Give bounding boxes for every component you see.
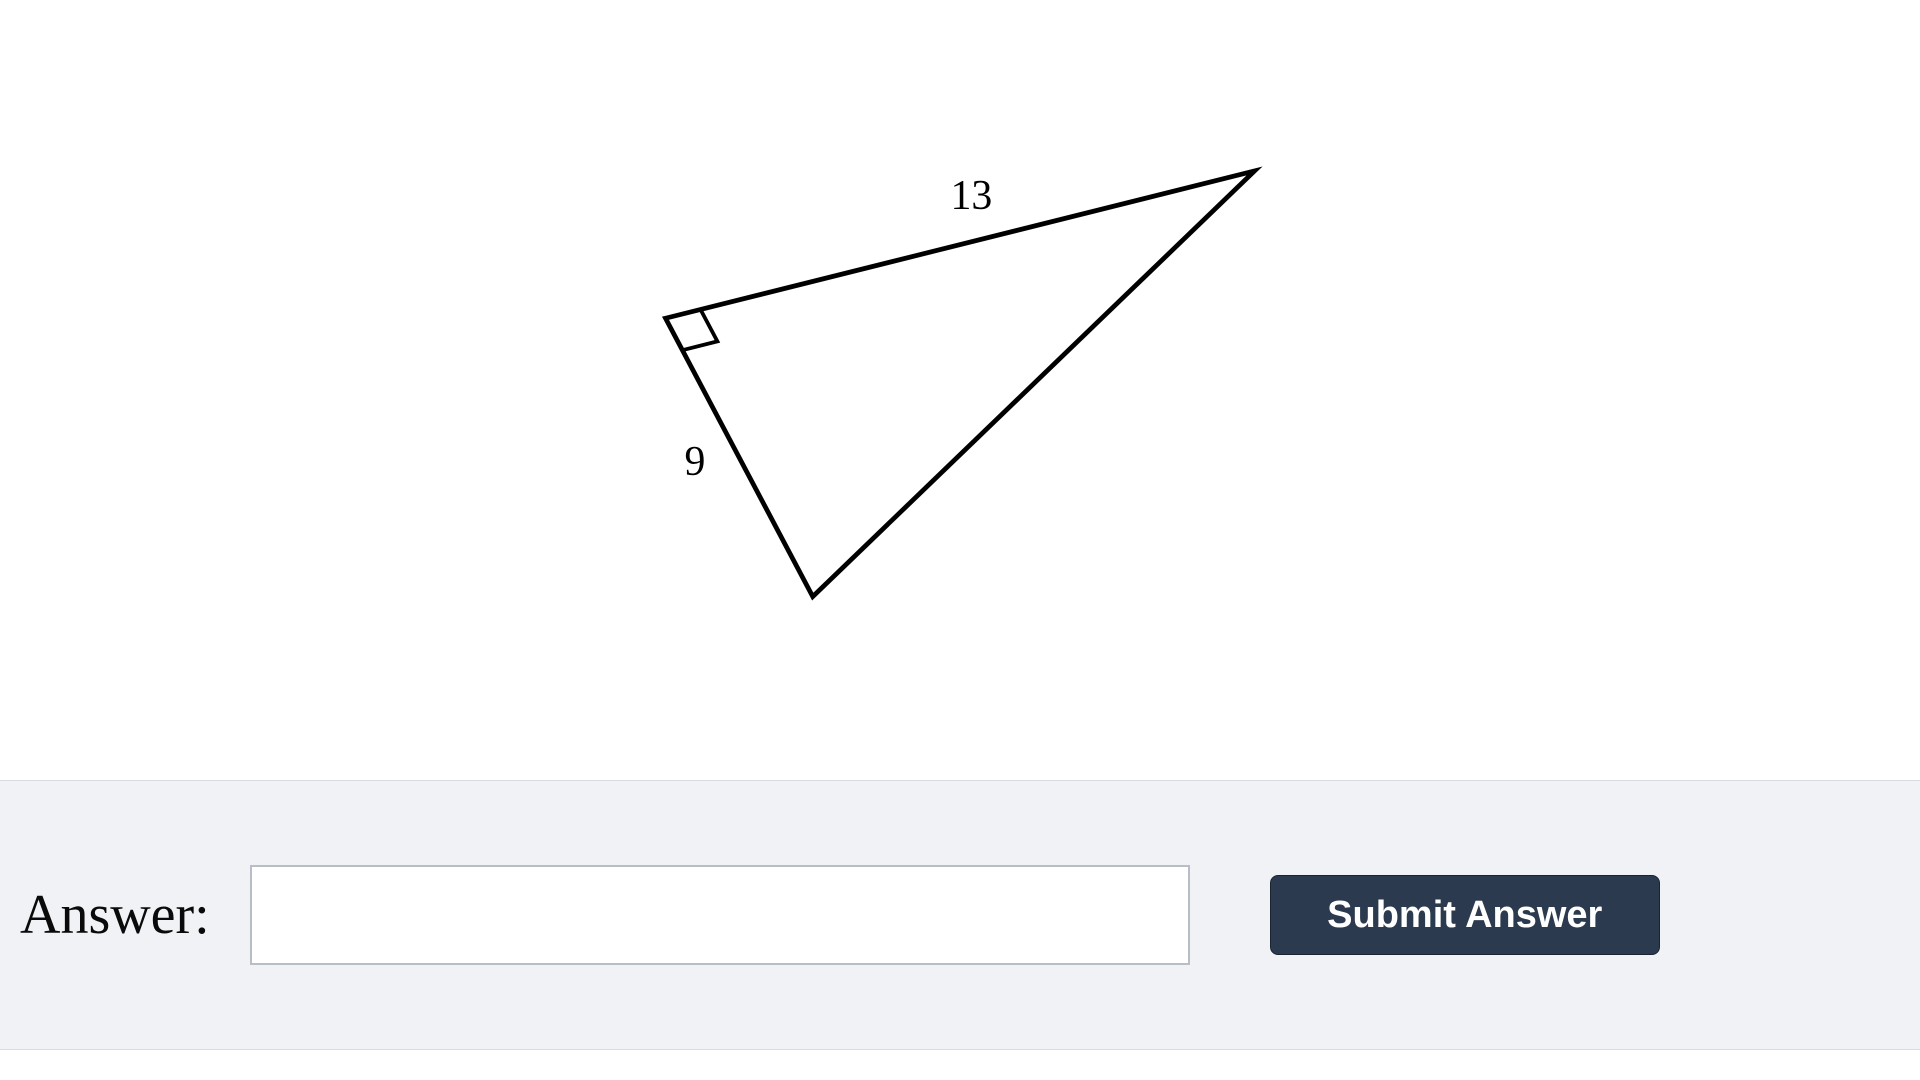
triangle-diagram: 13 9 [580,105,1340,655]
diagram-area: 13 9 [0,0,1920,760]
right-angle-marker [682,309,717,350]
side-label-AC: 9 [685,439,706,485]
triangle-shape [666,171,1255,597]
answer-bar: Answer: Submit Answer [0,780,1920,1050]
answer-input[interactable] [250,865,1190,965]
submit-answer-button[interactable]: Submit Answer [1270,875,1660,955]
answer-label: Answer: [20,883,210,947]
side-label-AB: 13 [951,173,993,219]
